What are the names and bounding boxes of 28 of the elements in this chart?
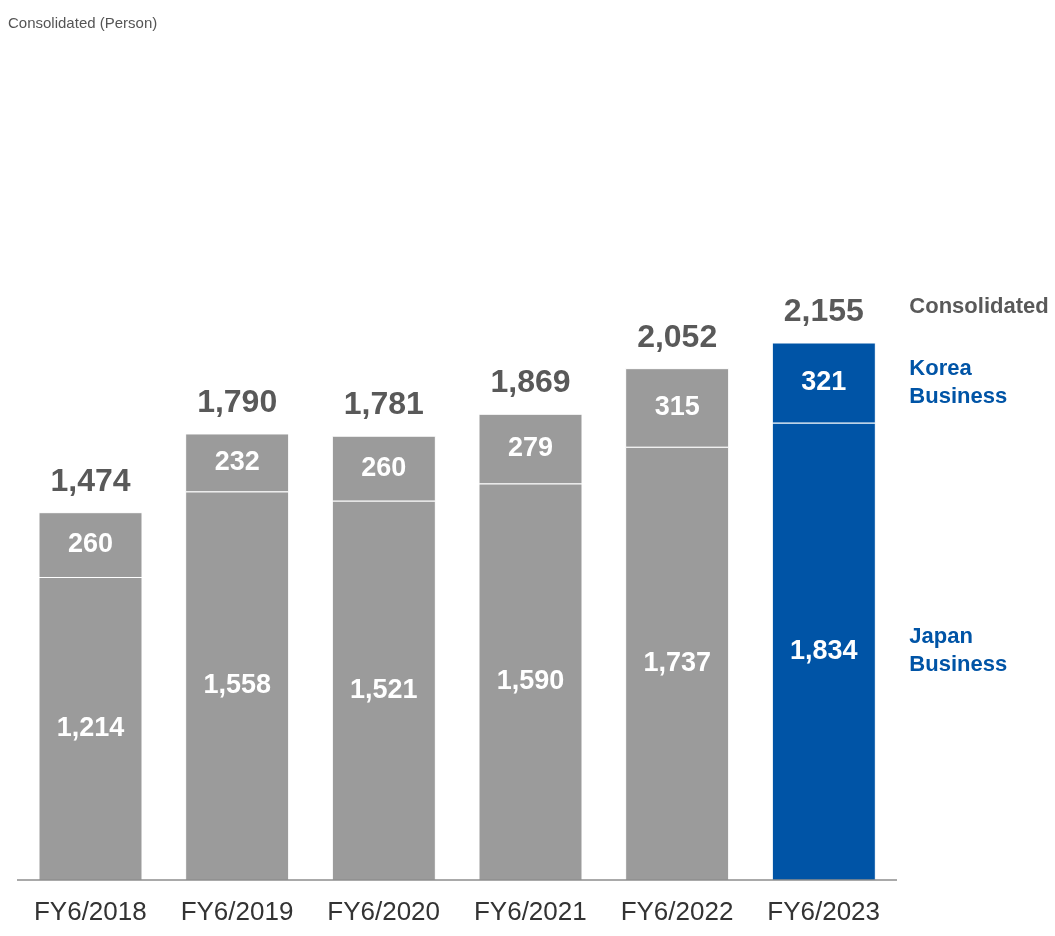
- x-tick-label: FY6/2023: [767, 896, 881, 927]
- data-label: 315: [654, 391, 700, 422]
- total-label: 2,155: [783, 292, 864, 328]
- series-label: Korea Business: [909, 354, 1008, 408]
- x-tick-label: FY6/2022: [620, 896, 734, 927]
- x-tick-label: FY6/2020: [327, 896, 441, 927]
- x-tick-label: FY6/2018: [33, 896, 147, 927]
- series-label: Japan Business: [909, 623, 1008, 677]
- data-label: 1,214: [56, 711, 125, 742]
- x-tick-label: FY6/2021: [473, 896, 587, 927]
- total-label: 1,474: [50, 461, 131, 498]
- data-label: 1,590: [496, 665, 565, 696]
- total-label: 2,052: [637, 317, 718, 354]
- chart-subtitle: Consolidated (Person): [8, 14, 158, 31]
- total-label: 1,781: [343, 385, 424, 422]
- data-label: 260: [67, 528, 114, 559]
- data-label: 1,737: [643, 646, 711, 677]
- total-label: 1,790: [197, 382, 278, 419]
- data-label: 260: [361, 451, 407, 482]
- data-label: 279: [507, 432, 554, 463]
- data-label: 1,521: [350, 673, 418, 704]
- text: Consolidated: [909, 293, 1049, 318]
- data-label: 1,834: [790, 634, 858, 665]
- data-label: 1,558: [203, 669, 271, 700]
- total-label: 1,869: [490, 363, 571, 400]
- x-tick-label: FY6/2019: [180, 896, 294, 927]
- data-label: 232: [214, 445, 260, 476]
- data-label: 321: [801, 366, 847, 397]
